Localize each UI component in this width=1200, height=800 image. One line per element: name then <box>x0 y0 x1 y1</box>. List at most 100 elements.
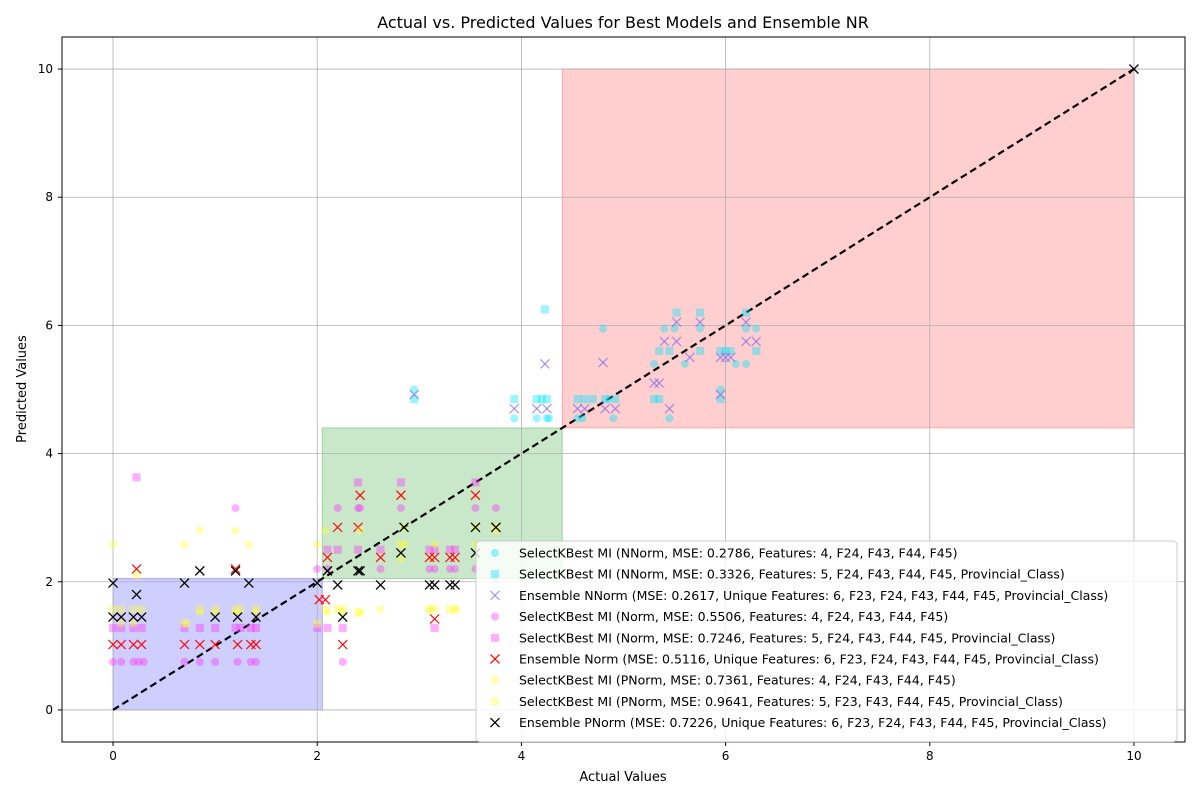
data-point <box>109 657 118 666</box>
data-point <box>312 578 323 589</box>
data-point <box>1128 64 1139 75</box>
data-point <box>721 347 730 356</box>
data-point <box>395 490 406 501</box>
data-point <box>211 605 220 614</box>
data-point <box>195 657 204 666</box>
data-point <box>654 378 665 389</box>
x-tick-label: 2 <box>313 749 321 763</box>
data-point <box>128 639 139 650</box>
data-point <box>532 414 541 423</box>
data-point <box>531 403 542 414</box>
legend-box <box>475 540 1178 743</box>
grid <box>62 37 1185 742</box>
data-point <box>321 526 330 535</box>
data-point <box>425 605 434 614</box>
data-point <box>725 352 736 363</box>
data-point <box>136 612 147 622</box>
data-point <box>509 403 520 414</box>
data-point <box>194 565 205 576</box>
x-axis-label: Actual Values <box>579 770 667 785</box>
legend-entry: Ensemble Norm (MSE: 0.5116, Unique Featu… <box>490 652 1099 667</box>
series-3 <box>109 504 500 666</box>
data-point <box>313 540 322 549</box>
data-point <box>752 347 761 356</box>
data-point <box>134 657 143 666</box>
data-point <box>573 395 582 404</box>
data-point <box>580 395 589 404</box>
data-point <box>395 547 406 558</box>
data-point <box>129 605 138 614</box>
data-point <box>355 565 366 576</box>
y-tick-label: 2 <box>45 575 53 589</box>
data-point <box>578 414 587 423</box>
data-point <box>129 619 138 628</box>
data-point <box>180 657 189 666</box>
data-point <box>665 414 674 423</box>
data-point <box>231 608 240 617</box>
data-point <box>400 540 409 549</box>
data-point <box>322 552 333 563</box>
data-point <box>751 336 762 347</box>
data-point <box>450 552 461 563</box>
data-point <box>117 605 126 614</box>
data-point <box>129 623 138 632</box>
axis-ticks: 0 2 4 6 8 10 0 2 4 6 8 10 <box>38 62 1142 763</box>
data-point <box>354 545 363 554</box>
series-8 <box>108 64 1139 622</box>
identity-line <box>112 68 1135 711</box>
data-point <box>195 526 204 535</box>
data-point <box>232 612 243 622</box>
data-point <box>611 395 620 404</box>
data-point <box>716 395 725 404</box>
legend-entry: SelectKBest MI (PNorm, MSE: 0.7361, Feat… <box>491 673 956 688</box>
data-point <box>599 324 608 333</box>
data-point <box>320 594 331 605</box>
data-point <box>655 395 664 404</box>
data-point <box>445 545 454 554</box>
legend-label: SelectKBest MI (PNorm, MSE: 0.9641, Feat… <box>519 694 1063 709</box>
data-point <box>396 478 405 487</box>
series-1 <box>410 305 761 404</box>
data-point <box>337 612 348 622</box>
data-point <box>696 324 705 333</box>
data-point <box>117 657 126 666</box>
data-point <box>251 639 261 650</box>
data-point <box>450 580 461 590</box>
data-point <box>660 324 669 333</box>
data-point <box>601 395 610 404</box>
legend-entry: SelectKBest MI (Norm, MSE: 0.7246, Featu… <box>491 630 1055 645</box>
data-point <box>356 526 365 535</box>
data-point <box>139 657 148 666</box>
data-point <box>116 639 127 650</box>
legend-entry: SelectKBest MI (NNorm, MSE: 0.2786, Feat… <box>491 546 958 561</box>
data-point <box>598 357 609 368</box>
legend-label: SelectKBest MI (Norm, MSE: 0.7246, Featu… <box>519 630 1055 645</box>
data-point <box>726 347 735 356</box>
data-point <box>179 639 190 650</box>
data-point <box>356 608 365 617</box>
data-point <box>131 563 142 574</box>
data-point <box>195 623 204 632</box>
data-point <box>537 395 546 404</box>
data-point <box>671 317 682 328</box>
data-point <box>251 612 261 622</box>
data-point <box>109 605 118 614</box>
series-5 <box>108 490 501 650</box>
chart-title: Actual vs. Predicted Values for Best Mod… <box>377 13 869 32</box>
x-tick-label: 10 <box>1126 749 1141 763</box>
data-point <box>430 545 439 554</box>
data-point <box>333 605 342 614</box>
data-point <box>471 478 480 487</box>
data-point <box>752 324 761 333</box>
data-point <box>194 639 205 650</box>
data-point <box>251 623 260 632</box>
data-point <box>741 336 751 347</box>
data-point <box>137 605 146 614</box>
data-point <box>716 385 725 394</box>
legend-marker <box>491 612 499 621</box>
data-point <box>322 565 333 576</box>
data-point <box>659 336 670 347</box>
data-point <box>354 608 363 617</box>
data-point <box>430 540 439 549</box>
legend-label: SelectKBest MI (Norm, MSE: 0.5506, Featu… <box>519 609 948 624</box>
